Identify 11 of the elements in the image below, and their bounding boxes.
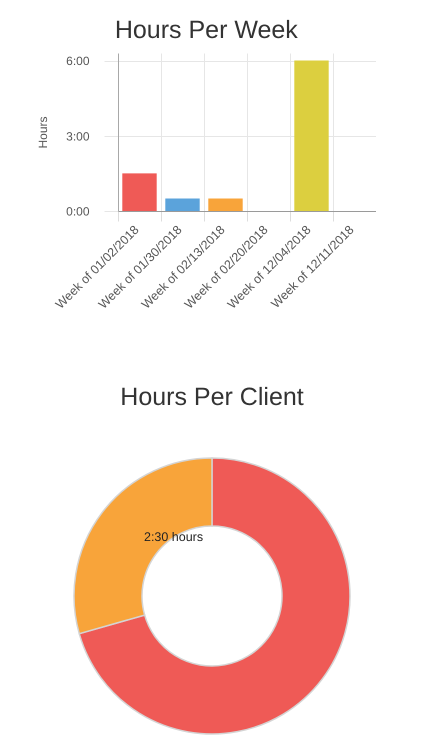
text: 2:30 hours — [144, 530, 204, 544]
chart-title: Hours Per Client — [120, 383, 304, 411]
y-tick-label: 6:00 — [66, 54, 90, 68]
y-axis-title: Hours — [36, 116, 50, 149]
chart-title: Hours Per Week — [114, 16, 298, 44]
y-tick-label: 0:00 — [66, 204, 90, 218]
bar — [122, 173, 157, 211]
bar — [294, 60, 329, 211]
bar — [165, 198, 200, 211]
bar — [208, 198, 243, 211]
y-tick-label: 3:00 — [66, 129, 90, 144]
